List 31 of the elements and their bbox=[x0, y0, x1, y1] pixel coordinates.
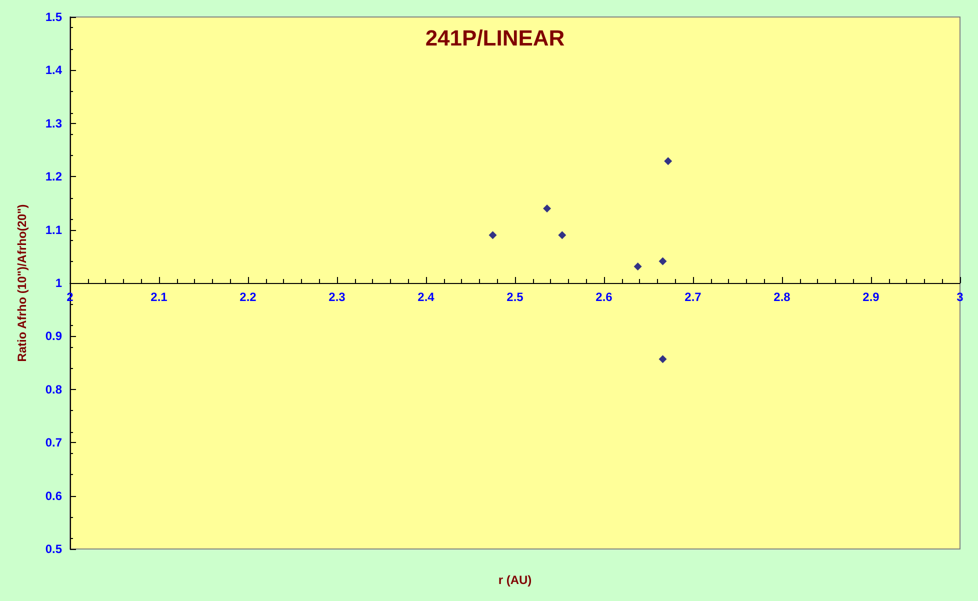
point bbox=[558, 231, 566, 240]
y-tick-label: 0.5 bbox=[45, 542, 62, 556]
y-tick-label: 1.4 bbox=[45, 63, 62, 78]
x-tick-label: 3 bbox=[956, 290, 964, 304]
x-tick-label: 2.8 bbox=[774, 290, 791, 304]
x-tick-label: 2.9 bbox=[862, 290, 880, 304]
chart-title: 241P/LINEAR bbox=[425, 26, 565, 50]
x-tick-label: 2.2 bbox=[240, 290, 257, 304]
point bbox=[488, 231, 497, 240]
y-tick-label: 0.9 bbox=[45, 329, 62, 344]
point bbox=[658, 257, 667, 266]
x-tick-label: 2.3 bbox=[328, 290, 346, 304]
y-tick-label: 1.5 bbox=[45, 10, 62, 24]
y-tick-label: 1 bbox=[55, 276, 62, 290]
x-tick-label: 2.7 bbox=[684, 290, 702, 304]
y-tick-label: 1.2 bbox=[45, 170, 62, 184]
y-tick-label: 0.7 bbox=[45, 436, 62, 450]
x-axis-title: r (AU) bbox=[498, 573, 532, 587]
y-tick-label: 0.8 bbox=[45, 382, 62, 396]
y-axis-title: Ratio Afrho (10")/Afrho(20") bbox=[15, 204, 29, 362]
x-tick-label: 2.5 bbox=[506, 290, 524, 304]
y-tick-label: 1.3 bbox=[45, 116, 62, 130]
point bbox=[634, 262, 642, 271]
point bbox=[543, 204, 552, 213]
point bbox=[658, 355, 667, 364]
y-tick-label: 0.6 bbox=[45, 488, 62, 503]
x-tick-label: 2.1 bbox=[150, 290, 168, 304]
x-tick-label: 2.4 bbox=[418, 290, 435, 304]
x-tick-label: 2.6 bbox=[596, 290, 613, 304]
point bbox=[664, 157, 672, 166]
y-tick-label: 1.1 bbox=[45, 222, 62, 237]
